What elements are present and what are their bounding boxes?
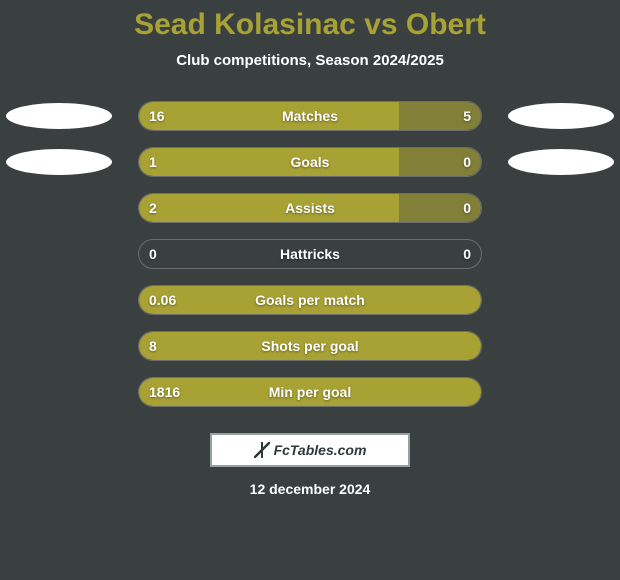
value-left: 16: [149, 108, 165, 124]
stat-name: Goals per match: [255, 292, 365, 308]
bar-track: 16 5 Matches: [138, 101, 482, 131]
stat-row: 8 Shots per goal: [0, 323, 620, 369]
stat-row: 2 0 Assists: [0, 185, 620, 231]
comparison-chart: 16 5 Matches 1 0 Goals 2 0 Assists 0 0 Hattricks 0.0…: [0, 93, 620, 415]
stat-name: Goals: [291, 154, 330, 170]
date-text: 12 december 2024: [0, 481, 620, 497]
bar-track: 2 0 Assists: [138, 193, 482, 223]
page-title: Sead Kolasinac vs Obert: [0, 0, 620, 42]
player-marker-right: [508, 103, 614, 129]
bar-left: [139, 194, 399, 222]
brand-badge[interactable]: FcTables.com: [210, 433, 410, 467]
stat-row: 0 0 Hattricks: [0, 231, 620, 277]
player-marker-left: [6, 103, 112, 129]
brand-text: FcTables.com: [274, 442, 367, 458]
value-left: 0.06: [149, 292, 176, 308]
stat-name: Hattricks: [280, 246, 340, 262]
stat-row: 16 5 Matches: [0, 93, 620, 139]
value-right: 0: [463, 200, 471, 216]
chart-icon: [254, 442, 270, 458]
value-left: 8: [149, 338, 157, 354]
value-left: 1: [149, 154, 157, 170]
bar-track: 0 0 Hattricks: [138, 239, 482, 269]
stat-row: 1 0 Goals: [0, 139, 620, 185]
value-left: 0: [149, 246, 157, 262]
value-left: 2: [149, 200, 157, 216]
bar-track: 1816 Min per goal: [138, 377, 482, 407]
bar-track: 8 Shots per goal: [138, 331, 482, 361]
bar-left: [139, 148, 399, 176]
player-marker-left: [6, 149, 112, 175]
stat-name: Matches: [282, 108, 338, 124]
bar-track: 1 0 Goals: [138, 147, 482, 177]
bar-track: 0.06 Goals per match: [138, 285, 482, 315]
stat-name: Min per goal: [269, 384, 351, 400]
stat-name: Shots per goal: [261, 338, 358, 354]
stat-row: 0.06 Goals per match: [0, 277, 620, 323]
value-right: 0: [463, 246, 471, 262]
bar-left: [139, 102, 399, 130]
value-right: 0: [463, 154, 471, 170]
value-left: 1816: [149, 384, 180, 400]
player-marker-right: [508, 149, 614, 175]
stat-name: Assists: [285, 200, 335, 216]
subtitle: Club competitions, Season 2024/2025: [0, 52, 620, 69]
value-right: 5: [463, 108, 471, 124]
stat-row: 1816 Min per goal: [0, 369, 620, 415]
